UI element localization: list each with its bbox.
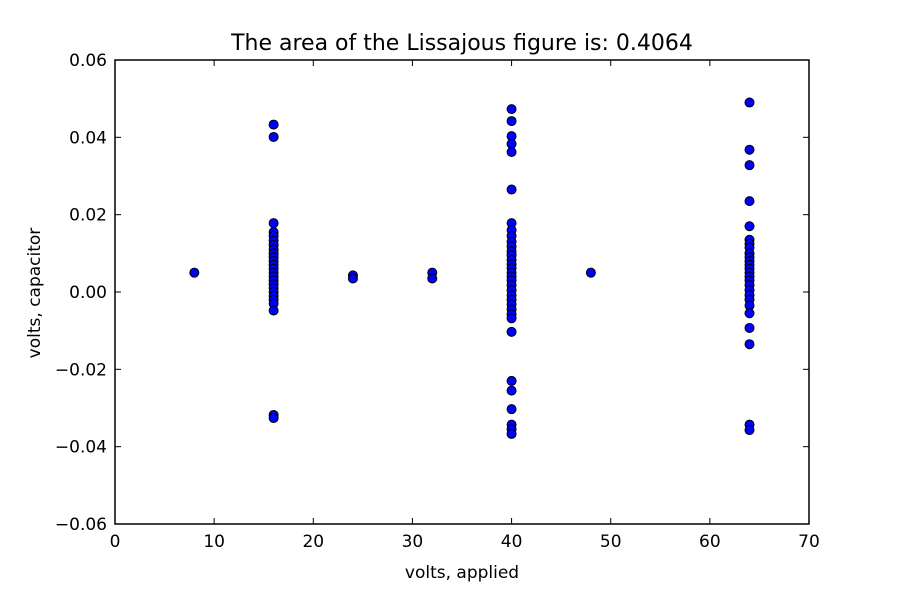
data-point [506, 385, 517, 396]
axis-ticks: 0 10 20 30 40 50 60 70 −0.06 −0.04 −0.02 0.00 0.02 0.… [55, 51, 820, 552]
x-tick-label: 0 [110, 532, 121, 552]
y-tick-label: −0.04 [55, 438, 107, 458]
plot-frame [114, 59, 810, 525]
y-tick-label: −0.02 [55, 360, 107, 380]
data-point [744, 339, 755, 350]
data-point [744, 221, 755, 232]
data-point [189, 267, 200, 278]
data-point [506, 184, 517, 195]
data-point [268, 218, 279, 229]
data-point [506, 326, 517, 337]
x-tick-label: 20 [302, 532, 324, 552]
data-point [744, 308, 755, 319]
y-tick-label: 0.00 [69, 283, 107, 303]
data-points [189, 97, 755, 439]
y-tick-label: 0.04 [69, 128, 107, 148]
chart-title: The area of the Lissajous figure is: 0.4… [230, 31, 693, 56]
data-point [427, 273, 438, 284]
data-point [585, 267, 596, 278]
data-point [268, 305, 279, 316]
data-point [744, 97, 755, 108]
data-point [506, 104, 517, 115]
x-axis-label: volts, applied [405, 563, 519, 583]
x-tick-label: 30 [402, 532, 424, 552]
data-point [506, 375, 517, 386]
y-tick-label: 0.02 [69, 206, 107, 226]
data-point [744, 160, 755, 171]
x-tick-label: 60 [699, 532, 721, 552]
data-point [506, 313, 517, 324]
data-point [506, 404, 517, 415]
x-tick-label: 70 [798, 532, 820, 552]
data-point [744, 144, 755, 155]
data-point [268, 119, 279, 130]
data-point [506, 147, 517, 158]
data-point [268, 131, 279, 142]
x-tick-label: 50 [600, 532, 622, 552]
data-point [506, 116, 517, 127]
y-axis-label: volts, capacitor [25, 228, 45, 359]
data-point [744, 322, 755, 333]
data-point [744, 196, 755, 207]
x-tick-label: 40 [501, 532, 523, 552]
y-tick-label: −0.06 [55, 515, 107, 535]
data-point [268, 413, 279, 424]
data-point [347, 273, 358, 284]
data-point [506, 428, 517, 439]
data-point [744, 425, 755, 436]
y-tick-label: 0.06 [69, 51, 107, 71]
x-tick-label: 10 [203, 532, 225, 552]
